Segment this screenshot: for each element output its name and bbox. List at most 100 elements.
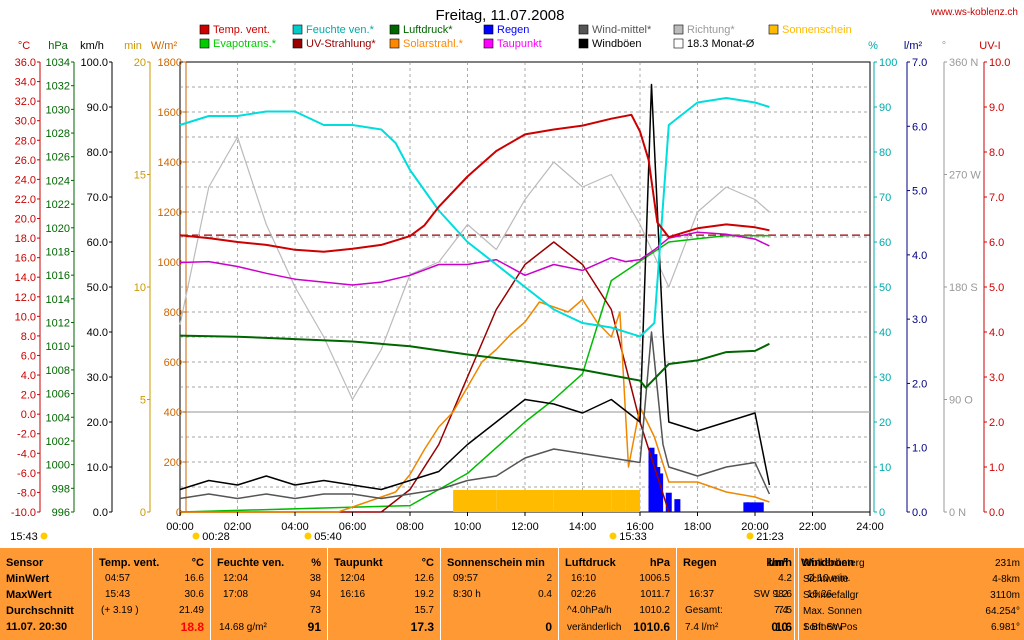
column-header: Sonnenschein min — [447, 557, 545, 569]
axis-unit-label: UV-I — [979, 40, 1000, 52]
sun-icon — [304, 532, 312, 540]
legend-swatch — [389, 38, 400, 49]
rain-bar — [674, 499, 681, 512]
axis-tick-label: 270 W — [949, 170, 981, 182]
axis-tick-label: 1034 — [46, 57, 70, 69]
column-header: Regen — [683, 557, 717, 569]
time-tick-label: 20:00 — [741, 521, 769, 533]
table-column: Regen l/m² 16:37 1.2 Gesamt: 7.4 7.4 l/m² 0.0 — [676, 548, 794, 640]
max-time: 02:26 — [571, 589, 597, 600]
max-value: 1011.7 — [640, 589, 670, 600]
extra-value: 14.68 g/m² — [219, 622, 267, 633]
axis-tick-label: 1.0 — [989, 462, 1004, 474]
axis-tick-label: 80 — [879, 147, 891, 159]
extra-value: 1 Bft SW — [803, 622, 843, 633]
axis-tick-label: 200 — [164, 457, 182, 469]
axis-tick-label: 996 — [52, 507, 70, 519]
chart-legend: Temp. vent. Evapotrans.* Feuchte ven.* UV-S… — [199, 24, 852, 50]
legend-swatch — [578, 24, 589, 35]
axis-tick-label: 4.0 — [989, 327, 1004, 339]
info-value: 6.981° — [990, 622, 1020, 633]
axis-tick-label: 0.0 — [93, 507, 108, 519]
axis-tick-label: 10.0 — [989, 57, 1010, 69]
axis-tick-label: 1006 — [46, 389, 70, 401]
axis-tick-label: 50 — [879, 282, 891, 294]
axis-tick-label: 10 — [134, 282, 146, 294]
max-time: 16:37 — [689, 589, 715, 600]
rain-bar — [757, 502, 764, 512]
legend-label: Windböen — [592, 38, 642, 50]
info-label: Max. Sonnen — [803, 606, 862, 617]
column-header: Windböen — [801, 557, 855, 569]
time-tick-label: 24:00 — [856, 521, 884, 533]
min-time: 12:04 — [340, 573, 366, 584]
min-time: 09:57 — [453, 573, 479, 584]
series-temp-vent — [179, 113, 770, 253]
legend-label: Evapotrans.* — [213, 38, 277, 50]
column-unit: % — [311, 557, 321, 569]
info-label: Schneefallgr — [803, 590, 859, 601]
axis-tick-label: 28.0 — [15, 135, 36, 147]
axis-tick-label: 1000 — [46, 460, 70, 472]
axis-tick-label: 4.0 — [21, 370, 36, 382]
row-label-min: MinWert — [6, 573, 50, 585]
axis-tick-label: 180 S — [949, 282, 978, 294]
moon-icon — [609, 532, 617, 540]
extra-value: veränderlich — [567, 622, 622, 633]
axis-tick-label: 8.0 — [21, 331, 36, 343]
current-value: 1010.6 — [633, 620, 670, 634]
avg-value: 7.4 — [774, 605, 788, 616]
legend-swatch — [768, 24, 779, 35]
legend-swatch — [389, 24, 400, 35]
axis-tick-label: 15 — [134, 170, 146, 182]
column-unit: hPa — [649, 557, 670, 569]
axis-tick-label: 90.0 — [87, 102, 108, 114]
axis-tick-label: 20 — [134, 57, 146, 69]
legend-label: Temp. vent. — [213, 24, 270, 36]
axis-tick-label: 36.0 — [15, 57, 36, 69]
max-value: 1.2 — [774, 589, 788, 600]
axis-tick-label: 0 — [140, 507, 146, 519]
axis-unit-label: ° — [942, 40, 946, 52]
axis-tick-label: 12.0 — [15, 292, 36, 304]
max-time: 15:43 — [105, 589, 131, 600]
axis-tick-label: 600 — [164, 357, 182, 369]
info-label: Wolkenunterg — [803, 558, 865, 569]
axis-tick-label: 1028 — [46, 128, 70, 140]
axis-tick-label: -10.0 — [11, 507, 36, 519]
max-time: 17:08 — [223, 589, 249, 600]
max-time: 16:26 — [807, 589, 833, 600]
avg-value: 1010.2 — [639, 605, 670, 616]
axis-tick-label: 14.0 — [15, 272, 36, 284]
axis-tick-label: 3.0 — [912, 314, 927, 326]
axis-tick-label: 90 O — [949, 395, 973, 407]
axis-tick-label: 10 — [879, 462, 891, 474]
axis-tick-label: 9.0 — [989, 102, 1004, 114]
info-value: 3110m — [990, 590, 1020, 601]
sunshine-bar — [611, 490, 626, 512]
legend-swatch — [578, 38, 589, 49]
axis-tick-label: 1004 — [46, 412, 70, 424]
axis-tick-label: 0 — [176, 507, 182, 519]
min-time: 16:10 — [571, 573, 597, 584]
axis-tick-label: 30 — [879, 372, 891, 384]
axis-tick-label: 22.0 — [15, 194, 36, 206]
table-column: Sonnenschein min 09:57 2 8:30 h 0.4 0 — [440, 548, 558, 640]
axis-tick-label: 30.0 — [87, 372, 108, 384]
series-solarstrahl — [180, 298, 770, 513]
series-luftdruck — [179, 334, 770, 389]
rain-bar — [746, 502, 753, 512]
axis-tick-label: 1.0 — [912, 443, 927, 455]
axis-tick-label: 30.0 — [15, 116, 36, 128]
min-value: 12.6 — [414, 573, 434, 584]
axis-tick-label: 7.0 — [912, 57, 927, 69]
axis-tick-label: -4.0 — [17, 448, 36, 460]
axis-tick-label: 0 N — [949, 507, 966, 519]
sunshine-bar — [525, 490, 554, 512]
axis-tick-label: 1018 — [46, 246, 70, 258]
chart-title: Freitag, 11.07.2008 — [436, 7, 565, 24]
axis-tick-label: 1012 — [46, 318, 70, 330]
info-column: Wolkenunterg 231m Sichtweite 4-8km Schneefal… — [798, 548, 1024, 640]
axis-tick-label: -6.0 — [17, 468, 36, 480]
current-value: 0.0 — [771, 620, 788, 634]
